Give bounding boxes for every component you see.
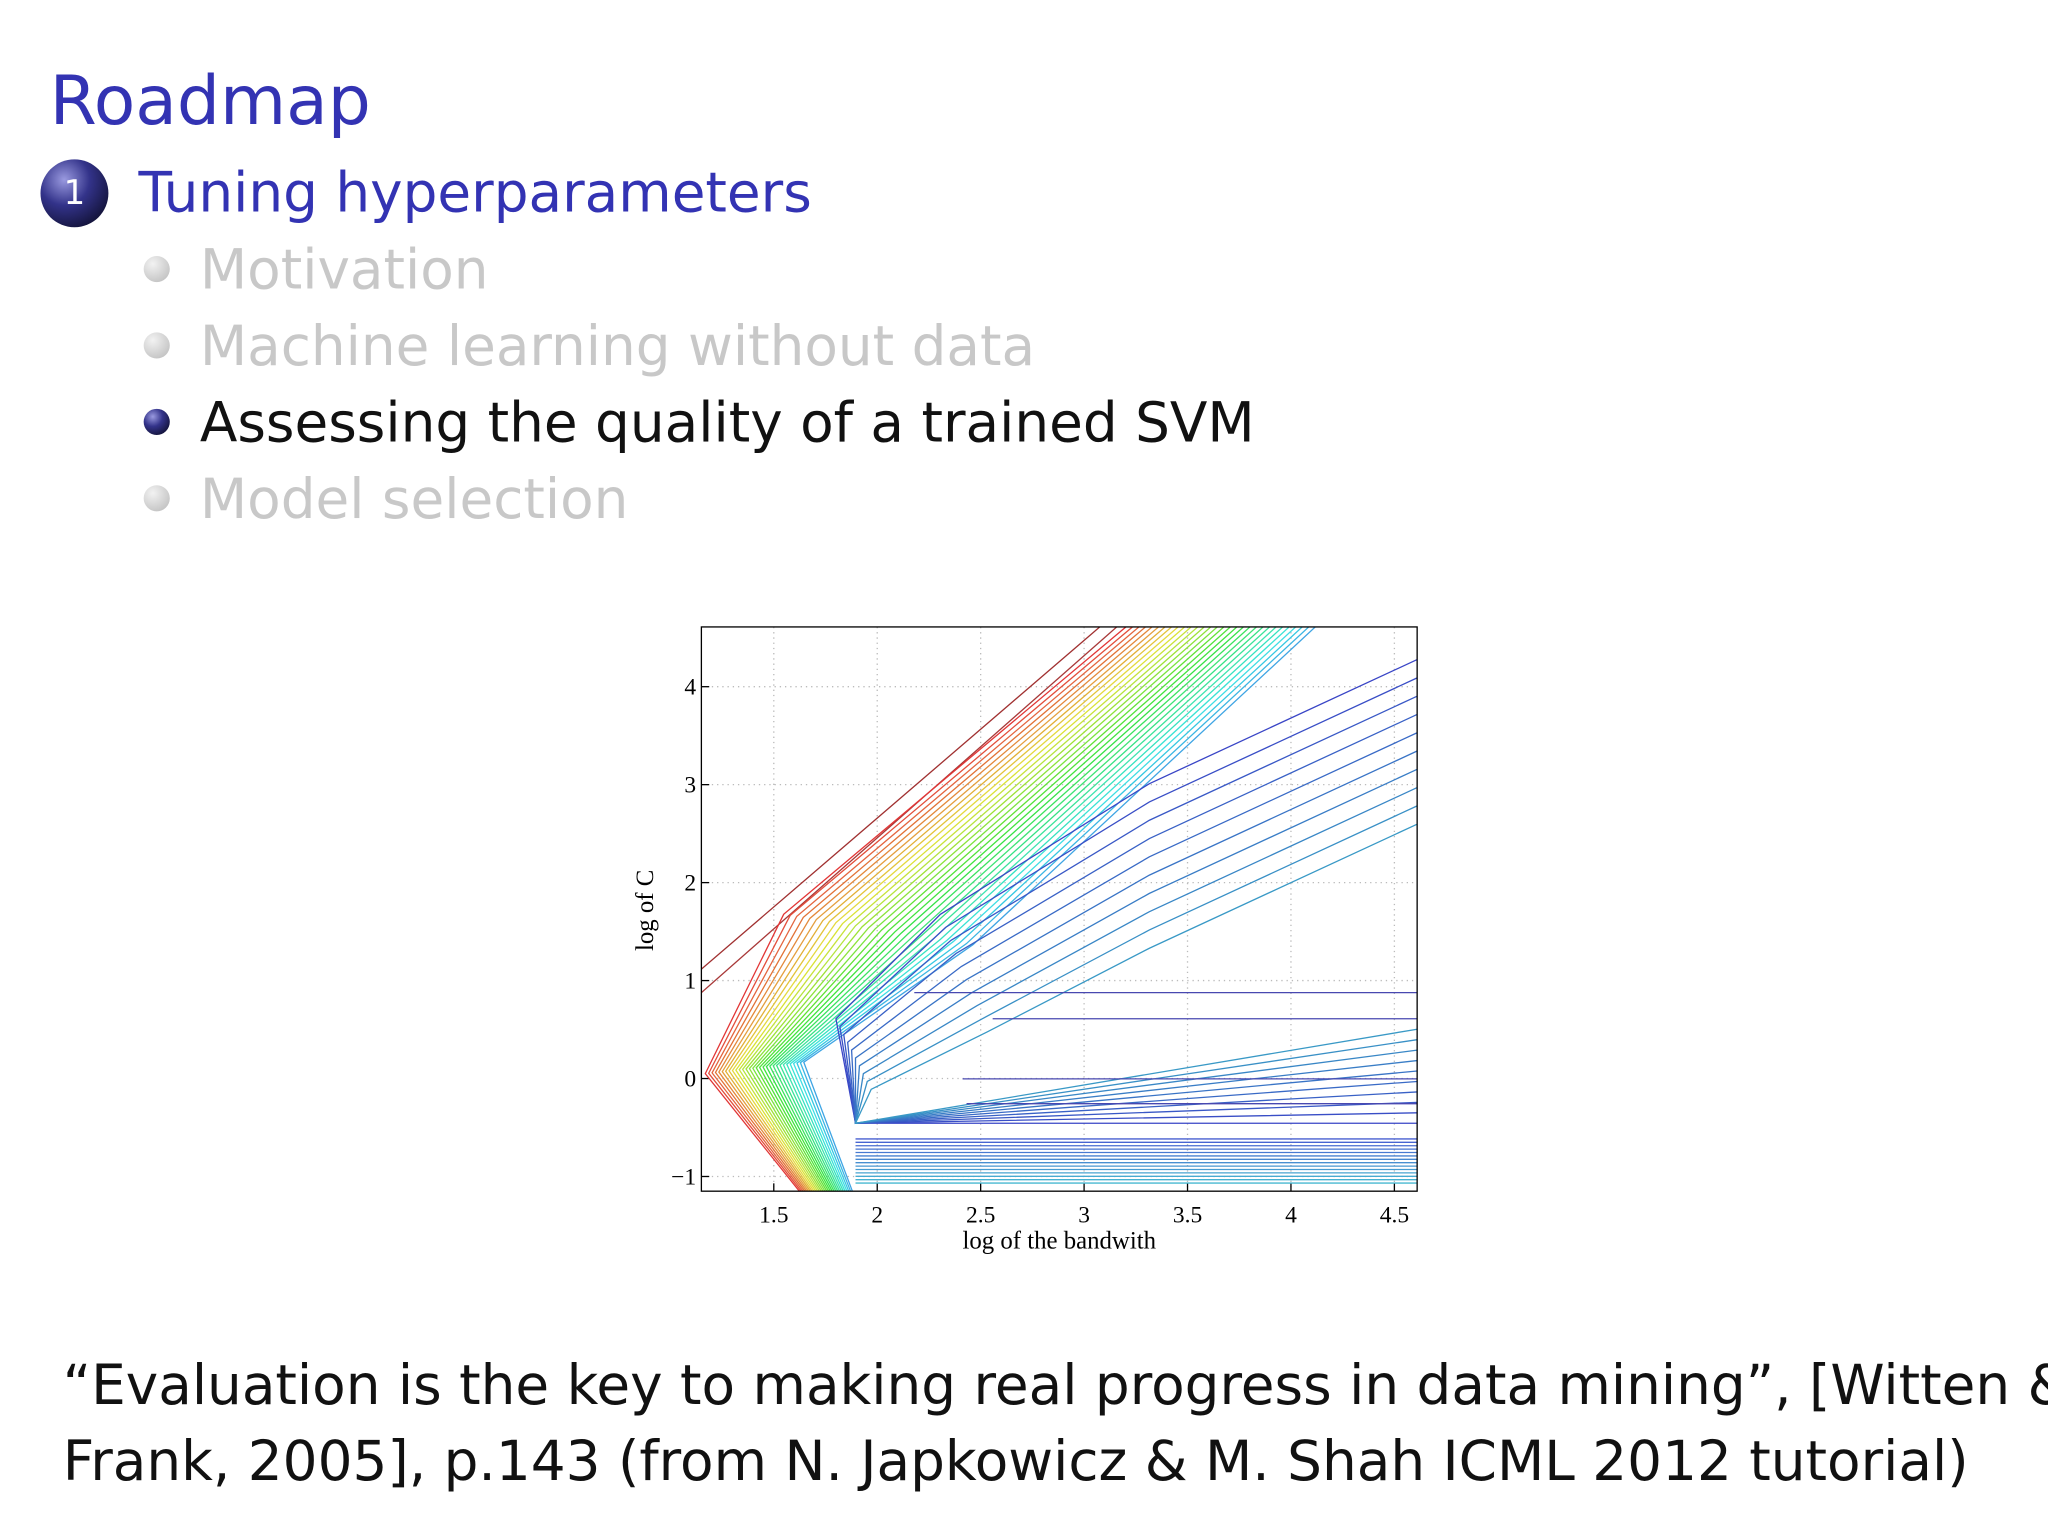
plot-frame (700, 626, 1418, 1192)
chart: 1.5 2 2.5 3 3.5 4 4.5 −1 0 1 2 3 4 log of the bandwit… (632, 626, 1418, 1255)
contour-line (796, 626, 1303, 1192)
contour-line (765, 626, 1244, 1192)
y-tick-label: 3 (684, 772, 696, 798)
contour-line (850, 732, 1418, 1124)
bullet (143, 485, 170, 512)
contour-line (835, 658, 1418, 1124)
x-tick-label: 4.5 (1380, 1203, 1409, 1229)
contour-line (721, 626, 1159, 1192)
contour-line (748, 626, 1212, 1192)
section-title: Tuning hyperparameters (137, 161, 811, 225)
y-tick-label: −1 (671, 1164, 696, 1190)
bullet (143, 408, 170, 435)
contour-line (854, 750, 1418, 1124)
slide-title: Roadmap (50, 62, 371, 141)
contour-line (854, 786, 1418, 1125)
y-tick-label: 1 (684, 968, 696, 994)
contour-line (802, 626, 1316, 1192)
x-axis-label: log of the bandwith (962, 1228, 1156, 1255)
section-ball (40, 159, 109, 228)
item-text: Machine learning without data (200, 314, 1035, 378)
contour-line (728, 626, 1173, 1192)
bullet (143, 332, 170, 359)
contour-line (789, 626, 1290, 1192)
contour-line (701, 626, 1101, 970)
item-text: Assessing the quality of a trained SVM (200, 390, 1255, 454)
x-tick-label: 3 (1078, 1203, 1090, 1229)
contour-line (718, 626, 1153, 1192)
contour-line (731, 626, 1179, 1192)
contour-line (786, 626, 1284, 1192)
contour-line (704, 626, 1127, 1192)
x-tick-label: 2 (871, 1203, 883, 1229)
contour-line (758, 626, 1231, 1192)
contour-line (846, 713, 1418, 1124)
contours (701, 626, 1418, 1192)
contour-line (755, 626, 1225, 1192)
contour-line (854, 768, 1418, 1125)
y-axis-label: log of C (632, 870, 659, 951)
contour-line (792, 626, 1297, 1192)
contour-line (741, 626, 1199, 1192)
contour-line (769, 626, 1251, 1192)
y-tick-label: 0 (684, 1066, 696, 1092)
quote-line: “Evaluation is the key to making real pr… (63, 1353, 2048, 1417)
contour-line (745, 626, 1205, 1192)
quote: “Evaluation is the key to making real pr… (63, 1353, 2048, 1493)
y-tick-label: 2 (684, 870, 696, 896)
section-number: 1 (64, 173, 86, 213)
contour-line (772, 626, 1257, 1192)
bullet (143, 256, 170, 283)
item-list: Motivation Machine learning without data A… (143, 238, 1255, 531)
y-tick-label: 4 (684, 675, 696, 701)
contour-line (854, 805, 1418, 1125)
x-tick-label: 4 (1285, 1203, 1297, 1229)
x-tick-label: 1.5 (759, 1203, 788, 1229)
contour-line (775, 626, 1264, 1192)
contour-line (738, 626, 1192, 1192)
quote-line: Frank, 2005], p.143 (from N. Japkowicz &… (63, 1429, 1969, 1493)
contour-line (711, 626, 1140, 1192)
contour-line (843, 695, 1418, 1124)
x-tick-label: 2.5 (966, 1203, 995, 1229)
contour-line (799, 626, 1310, 1192)
contour-line (782, 626, 1277, 1192)
item-text: Model selection (200, 467, 629, 531)
contour-line (735, 626, 1186, 1192)
contour-line (839, 677, 1418, 1124)
contour-line (724, 626, 1166, 1192)
contour-line (854, 823, 1418, 1125)
item-text: Motivation (200, 238, 489, 302)
contour-line (714, 626, 1146, 1192)
x-tick-label: 3.5 (1173, 1203, 1202, 1229)
contour-line (752, 626, 1218, 1192)
contour-line (762, 626, 1238, 1192)
contour-line (707, 626, 1133, 1192)
